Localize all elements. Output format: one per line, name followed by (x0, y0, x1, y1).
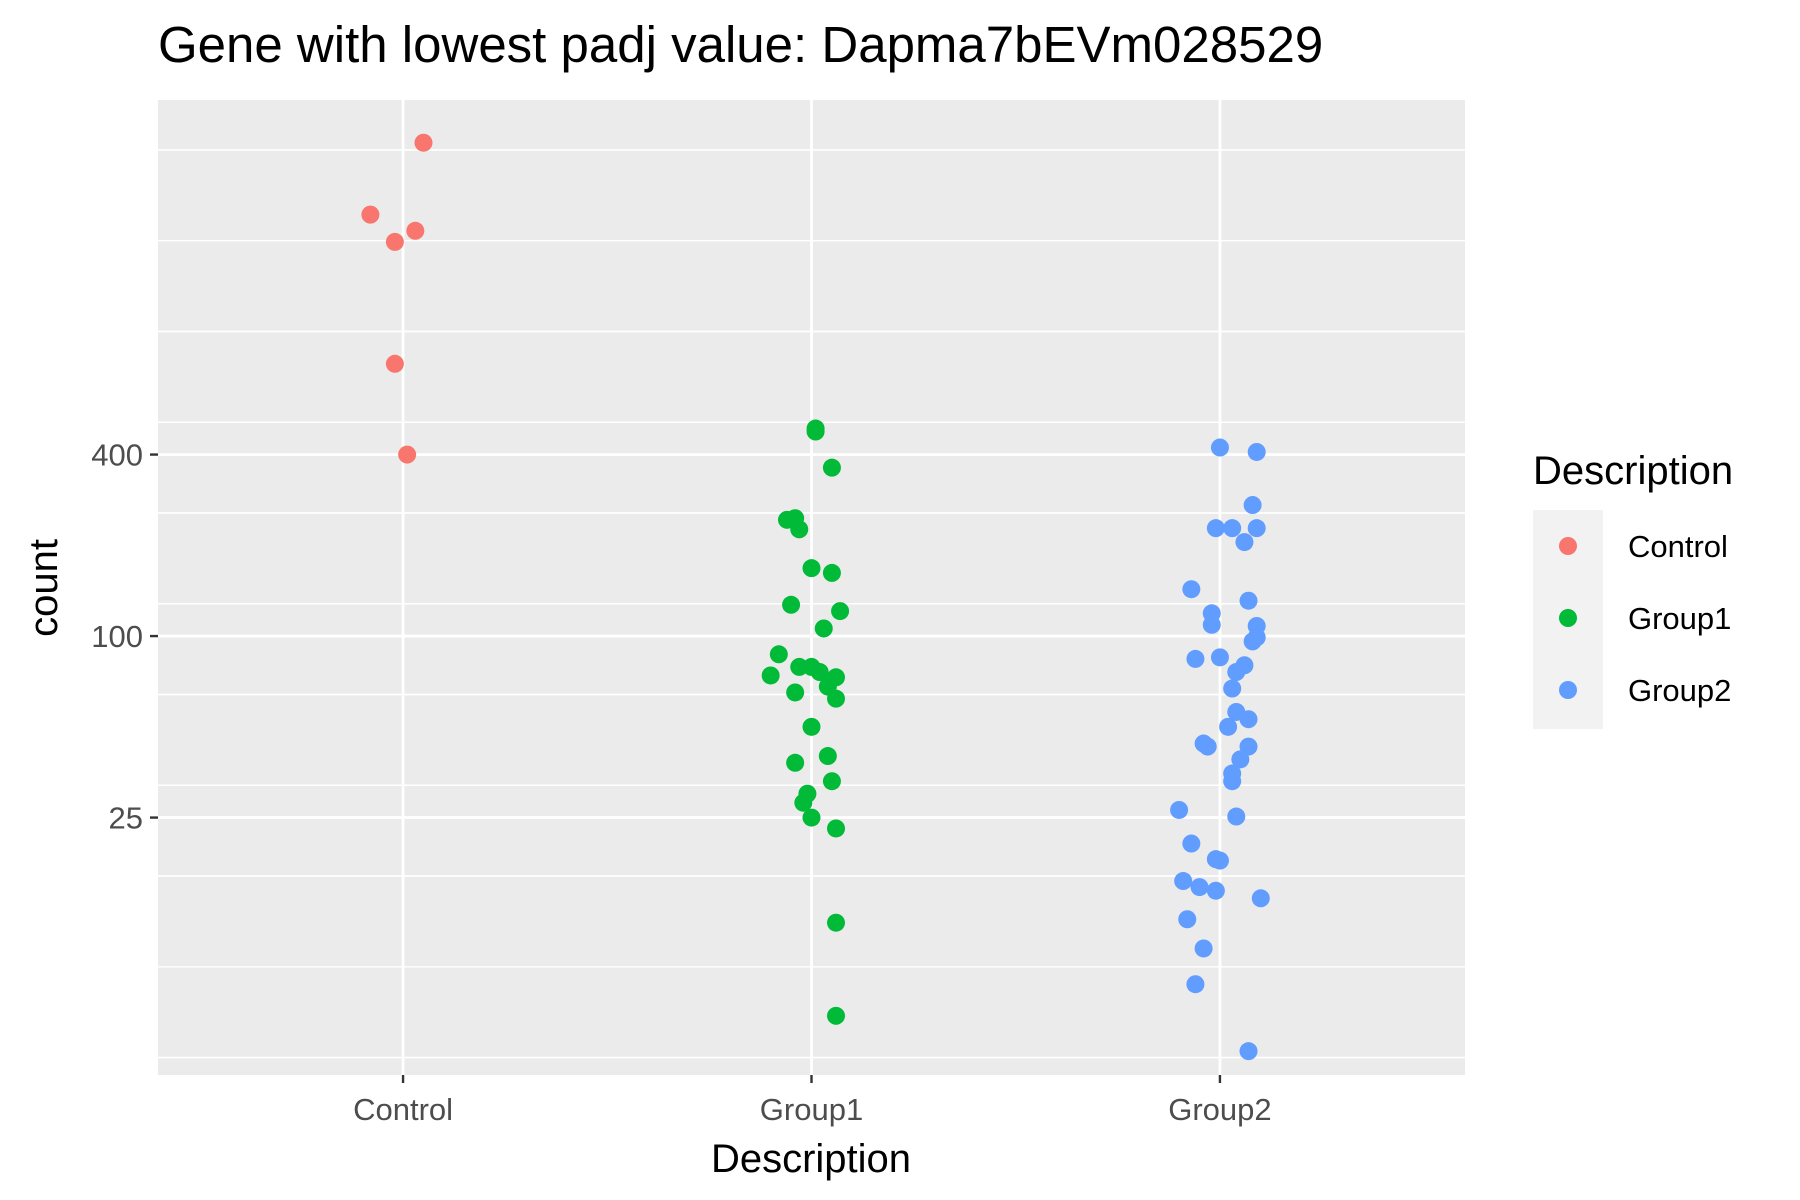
data-point (1231, 750, 1250, 769)
data-point (1239, 591, 1258, 610)
data-point (769, 645, 788, 664)
legend-label: Group2 (1628, 673, 1731, 708)
y-axis: 25 100 400 (91, 438, 158, 836)
y-axis-title: count (22, 539, 66, 637)
data-point (831, 602, 850, 621)
data-point (1247, 442, 1266, 461)
data-point (1174, 872, 1193, 891)
data-point (1182, 580, 1201, 599)
data-point (1247, 519, 1266, 538)
data-point (802, 559, 821, 578)
chart-title: Gene with lowest padj value: Dapma7bEVm0… (158, 16, 1323, 73)
data-point (1190, 878, 1209, 897)
data-point (802, 717, 821, 736)
data-point (822, 563, 841, 582)
data-point (810, 663, 829, 682)
data-point (1210, 851, 1229, 870)
data-points (361, 133, 1270, 1061)
data-point (1243, 496, 1262, 515)
data-point (822, 772, 841, 791)
data-point (806, 422, 825, 441)
legend-label: Control (1628, 529, 1728, 564)
data-point (414, 133, 433, 152)
data-point (827, 689, 846, 708)
data-point (1210, 648, 1229, 667)
data-point (827, 1006, 846, 1025)
x-tick-label: Control (353, 1092, 453, 1127)
data-point (1239, 1042, 1258, 1061)
data-point (1186, 649, 1205, 668)
legend-key (1559, 609, 1577, 627)
data-point (1194, 939, 1213, 958)
y-tick-label: 400 (91, 438, 143, 473)
data-point (822, 458, 841, 477)
data-point (818, 747, 837, 766)
data-point (1235, 533, 1254, 552)
data-point (1223, 772, 1242, 791)
y-tick-label: 100 (91, 619, 143, 654)
data-point (398, 445, 417, 464)
data-point (385, 232, 404, 251)
data-point (1239, 710, 1258, 729)
legend: Description Control Group1 Group2 (1533, 449, 1733, 729)
data-point (1239, 737, 1258, 756)
x-axis: Control Group1 Group2 (353, 1075, 1272, 1127)
data-point (814, 619, 833, 638)
y-tick-label: 25 (109, 801, 143, 836)
data-point (794, 793, 813, 812)
data-point (790, 520, 809, 539)
data-point (1251, 889, 1270, 908)
x-tick-label: Group2 (1168, 1092, 1271, 1127)
data-point (761, 666, 780, 685)
data-point (827, 913, 846, 932)
data-point (827, 819, 846, 838)
data-point (1182, 834, 1201, 853)
data-point (1198, 737, 1217, 756)
legend-key (1559, 537, 1577, 555)
legend-label: Group1 (1628, 601, 1731, 636)
data-point (1210, 438, 1229, 457)
data-point (1227, 663, 1246, 682)
data-point (786, 683, 805, 702)
data-point (385, 354, 404, 373)
data-point (1243, 632, 1262, 651)
x-tick-label: Group1 (760, 1092, 863, 1127)
data-point (1202, 615, 1221, 634)
data-point (802, 808, 821, 827)
data-point (1223, 519, 1242, 538)
data-point (406, 221, 425, 240)
data-point (786, 753, 805, 772)
data-point (1178, 910, 1197, 929)
data-point (1219, 717, 1238, 736)
legend-key (1559, 681, 1577, 699)
data-point (1186, 975, 1205, 994)
data-point (1170, 800, 1189, 819)
data-point (361, 205, 380, 224)
data-point (1206, 881, 1225, 900)
legend-title: Description (1533, 449, 1733, 493)
data-point (1206, 519, 1225, 538)
data-point (782, 595, 801, 614)
x-axis-title: Description (711, 1137, 911, 1181)
data-point (1223, 679, 1242, 698)
data-point (1227, 807, 1246, 826)
